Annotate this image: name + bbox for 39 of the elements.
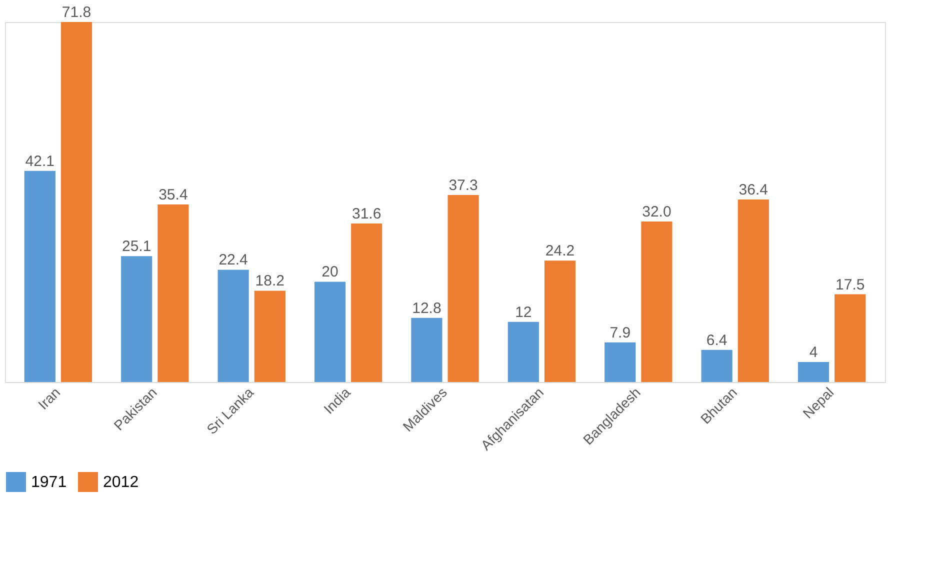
bar	[158, 204, 189, 382]
data-label: 6.4	[706, 332, 728, 349]
bar	[351, 224, 382, 382]
data-label: 36.4	[738, 181, 768, 198]
bar	[508, 322, 539, 382]
bar	[60, 22, 92, 382]
bar	[448, 194, 479, 382]
bar	[604, 342, 636, 382]
data-label: 7.9	[610, 324, 631, 342]
bar	[24, 170, 56, 382]
bar	[701, 350, 732, 382]
bar	[121, 256, 152, 382]
data-label: 4	[809, 344, 818, 361]
data-label: 37.3	[448, 176, 478, 194]
legend-label: 1971	[31, 474, 67, 491]
bar	[411, 318, 442, 382]
data-label: 18.2	[255, 272, 284, 290]
bar	[218, 270, 249, 382]
data-label: 17.5	[836, 276, 865, 294]
data-label: 71.8	[62, 4, 92, 21]
bar	[834, 294, 866, 382]
bar	[314, 282, 346, 382]
data-label: 35.4	[158, 186, 188, 204]
bar	[544, 260, 576, 382]
bar	[641, 222, 672, 382]
bar	[738, 199, 769, 382]
data-label: 42.1	[25, 152, 54, 170]
data-label: 32.0	[642, 204, 672, 221]
bar	[254, 290, 286, 382]
x-tick-label: Iran	[34, 384, 64, 413]
data-label: 12	[515, 304, 532, 321]
legend-label: 2012	[103, 474, 139, 491]
data-label: 25.1	[122, 238, 152, 256]
data-label: 20	[322, 264, 338, 281]
data-label: 24.2	[545, 242, 575, 260]
data-label: 31.6	[352, 206, 382, 223]
bar	[798, 362, 830, 382]
data-label: 12.8	[412, 300, 442, 317]
data-label: 22.4	[218, 252, 248, 269]
